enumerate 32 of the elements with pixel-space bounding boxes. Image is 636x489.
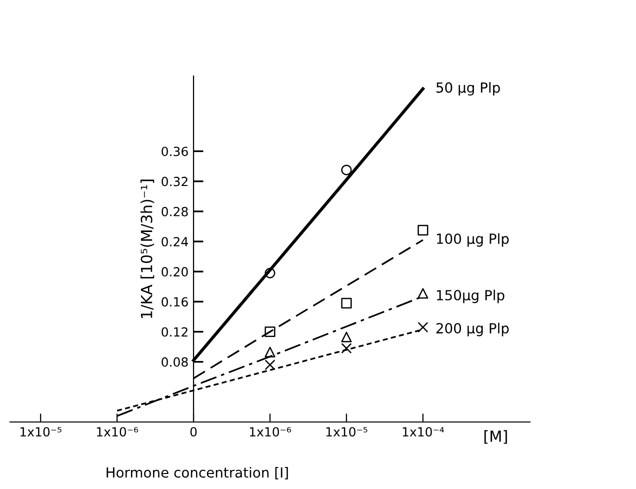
point xyxy=(341,343,352,354)
point xyxy=(341,298,352,308)
series-label: 100 µg Plp xyxy=(436,233,509,247)
x-tick-label: 1x10⁻⁶ xyxy=(250,427,292,437)
x-axis-title: Hormone concentration [I] xyxy=(106,466,288,480)
y-tick-label: 0.12 xyxy=(162,327,188,337)
point xyxy=(418,288,428,299)
y-tick-label: 0.28 xyxy=(162,206,188,216)
series-label: 200 µg Plp xyxy=(436,322,509,336)
y-tick-label: 0.36 xyxy=(162,146,188,156)
series-label: 50 µg Plp xyxy=(436,82,500,96)
x-tick-label: 1x10⁻⁴ xyxy=(402,427,444,437)
point xyxy=(264,326,276,338)
x-tick-label: 1x10⁻⁵ xyxy=(20,427,62,437)
point xyxy=(341,332,352,342)
point xyxy=(418,224,428,236)
point xyxy=(418,322,428,333)
text: [M] xyxy=(484,430,507,444)
y-tick-label: 0.08 xyxy=(162,357,188,367)
series-label: 150µg Plp xyxy=(436,290,504,304)
x-tick-label: 0 xyxy=(190,427,197,437)
y-axis-title: 1/KA [10⁵(M/3h)⁻¹] xyxy=(140,180,154,318)
point xyxy=(264,360,276,370)
x-tick-label: 1x10⁻⁵ xyxy=(326,427,368,437)
y-tick-label: 0.20 xyxy=(162,267,188,276)
point xyxy=(264,268,276,278)
point xyxy=(264,346,276,358)
y-tick-label: 0.32 xyxy=(162,176,188,186)
y-tick-label: 0.24 xyxy=(162,236,188,246)
point xyxy=(341,164,352,176)
x-tick-label: 1x10⁻⁶ xyxy=(97,427,138,437)
y-tick-label: 0.16 xyxy=(162,297,188,307)
